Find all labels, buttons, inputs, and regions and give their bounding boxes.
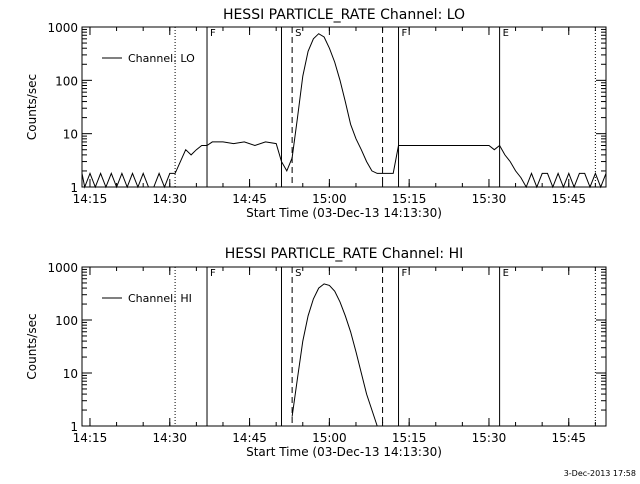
- plot-frame: [81, 266, 607, 427]
- marker-label: E: [503, 28, 509, 39]
- chart-title: HESSI PARTICLE_RATE Channel: HI: [225, 246, 463, 262]
- x-tick-label: 14:30: [152, 431, 187, 445]
- series-line: [291, 283, 378, 427]
- y-tick-label: 1000: [47, 21, 78, 35]
- y-tick-label: 1: [70, 181, 78, 195]
- chart-title: HESSI PARTICLE_RATE Channel: LO: [223, 7, 465, 23]
- x-tick-label: 15:00: [312, 192, 347, 206]
- marker-label: F: [210, 268, 216, 279]
- x-tick-label: 15:15: [392, 192, 427, 206]
- marker-label: S: [295, 28, 301, 39]
- y-tick-label: 1000: [47, 261, 78, 275]
- x-axis-label: Start Time (03-Dec-13 14:13:30): [246, 445, 442, 459]
- x-tick-label: 14:15: [73, 192, 108, 206]
- plot-frame: [81, 26, 607, 188]
- legend-label: Channel: HI: [128, 292, 192, 305]
- marker-label: S: [295, 268, 301, 279]
- x-tick-label: 15:30: [472, 431, 507, 445]
- series-line: [81, 33, 607, 189]
- y-tick-label: 1: [70, 420, 78, 434]
- panel-lo: HESSI PARTICLE_RATE Channel: LO 14:15 14:3…: [25, 7, 607, 220]
- marker-label: E: [503, 268, 509, 279]
- marker-label: F: [210, 28, 216, 39]
- y-axis-label: Counts/sec: [25, 313, 39, 379]
- legend-label: Channel: LO: [128, 52, 195, 65]
- timestamp-footer: 3-Dec-2013 17:58: [563, 469, 636, 478]
- y-axis-label: Counts/sec: [25, 74, 39, 140]
- panel-hi: HESSI PARTICLE_RATE Channel: HI 14:15 14:3…: [25, 246, 607, 459]
- x-tick-label: 15:45: [551, 431, 586, 445]
- x-tick-label: 15:30: [472, 192, 507, 206]
- x-tick-label: 14:45: [232, 431, 267, 445]
- y-tick-label: 10: [63, 367, 78, 381]
- x-tick-label: 14:15: [73, 431, 108, 445]
- x-tick-label: 15:15: [392, 431, 427, 445]
- x-tick-label: 15:00: [312, 431, 347, 445]
- x-tick-label: 15:45: [551, 192, 586, 206]
- marker-label: F: [402, 268, 408, 279]
- x-tick-label: 14:45: [232, 192, 267, 206]
- y-tick-label: 10: [63, 128, 78, 142]
- x-axis-label: Start Time (03-Dec-13 14:13:30): [246, 206, 442, 220]
- marker-label: F: [402, 28, 408, 39]
- y-tick-label: 100: [55, 74, 78, 88]
- x-tick-label: 14:30: [152, 192, 187, 206]
- y-tick-label: 100: [55, 314, 78, 328]
